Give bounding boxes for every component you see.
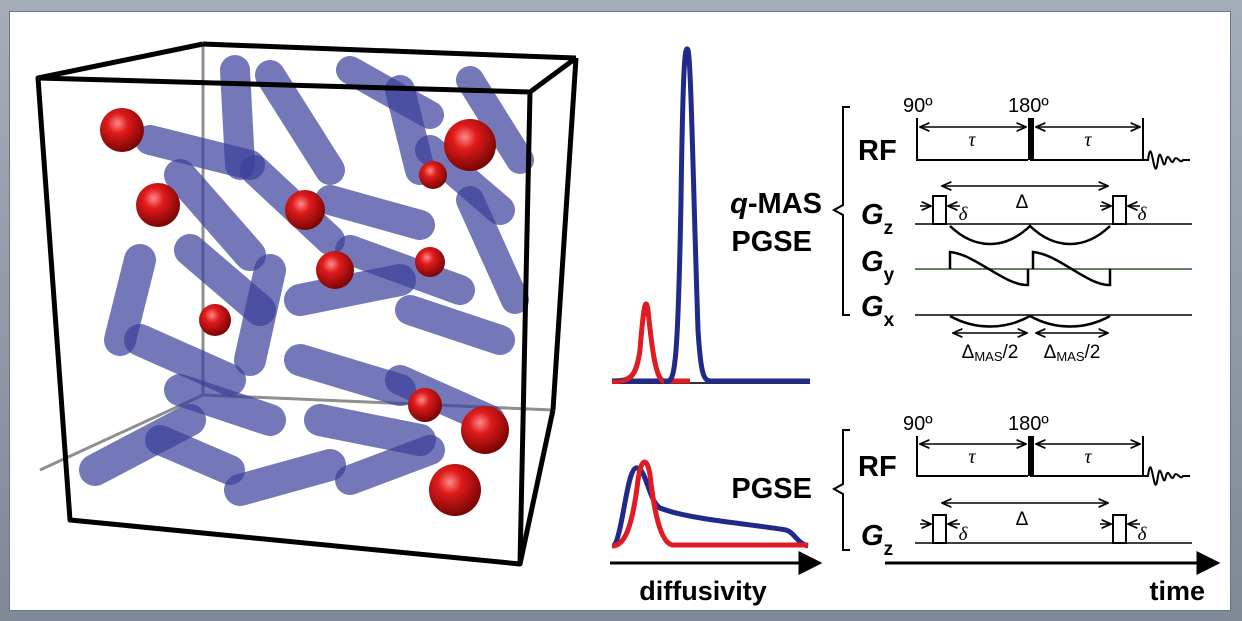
rods (79, 55, 534, 506)
pgse-pulse180-label: 180º (1008, 413, 1049, 435)
pgse-red-curve (611, 459, 808, 549)
pgse-distribution: diffusivity (610, 459, 823, 606)
qmas-gx-wave (949, 314, 1111, 328)
qmas-blue-peak (612, 46, 810, 384)
qmas-gz-mas-wave (949, 224, 1111, 246)
qmas-rf-trace (916, 118, 1190, 170)
qmas-label-line2: PGSE (731, 226, 812, 258)
pgse-delta1: δ (959, 524, 969, 545)
cube-illustration (35, 41, 579, 567)
qmas-rf-label: RF (858, 135, 897, 167)
qmas-sequence: q-MAS PGSE 90º 180º RF τ τ Gz Δ δ δ Gy G… (730, 95, 1192, 364)
time-label: time (1149, 576, 1205, 606)
pgse-label: PGSE (731, 473, 812, 505)
distribution-plots: diffusivity (610, 46, 823, 606)
qmas-pulse180-label: 180º (1008, 95, 1049, 117)
pgse-pulse90-label: 90º (903, 413, 933, 435)
qmas-delta2: δ (1138, 204, 1148, 225)
pgse-blue-curve (610, 465, 809, 549)
qmas-mas-half1: ΔMAS/2 (962, 342, 1019, 364)
qmas-distribution (611, 46, 810, 384)
diffusivity-label: diffusivity (639, 576, 767, 606)
qmas-pulse90-label: 90º (903, 95, 933, 117)
qmas-label-line1: q-MAS (730, 188, 822, 220)
pgse-gz-label: Gz (861, 520, 893, 560)
pgse-tau2: τ (1084, 446, 1092, 468)
pgse-big-delta: Δ (1016, 509, 1029, 530)
pgse-tau1: τ (968, 446, 976, 468)
qmas-big-delta: Δ (1016, 192, 1029, 213)
pgse-rf-label: RF (858, 451, 897, 483)
spheres (100, 108, 509, 516)
pgse-sequence: PGSE 90º 180º RF τ τ Gz Δ δ δ time (731, 413, 1221, 606)
qmas-mas-half2: ΔMAS/2 (1044, 342, 1101, 364)
qmas-bracket (831, 106, 850, 316)
pgse-delta2: δ (1138, 524, 1148, 545)
cube-front-edges (35, 41, 579, 567)
qmas-tau2: τ (1084, 129, 1092, 151)
qmas-gy-label: Gy (861, 246, 895, 286)
qmas-gx-label: Gx (861, 291, 895, 331)
qmas-gz-label: Gz (861, 199, 893, 239)
qmas-delta1: δ (959, 204, 969, 225)
qmas-gy-wave (948, 250, 1112, 287)
pgse-bracket (831, 429, 850, 551)
qmas-tau1: τ (968, 129, 976, 151)
